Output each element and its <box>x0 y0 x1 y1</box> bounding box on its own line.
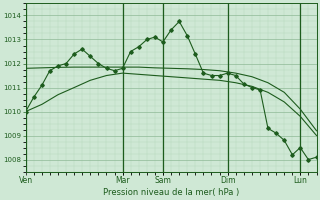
X-axis label: Pression niveau de la mer( hPa ): Pression niveau de la mer( hPa ) <box>103 188 239 197</box>
